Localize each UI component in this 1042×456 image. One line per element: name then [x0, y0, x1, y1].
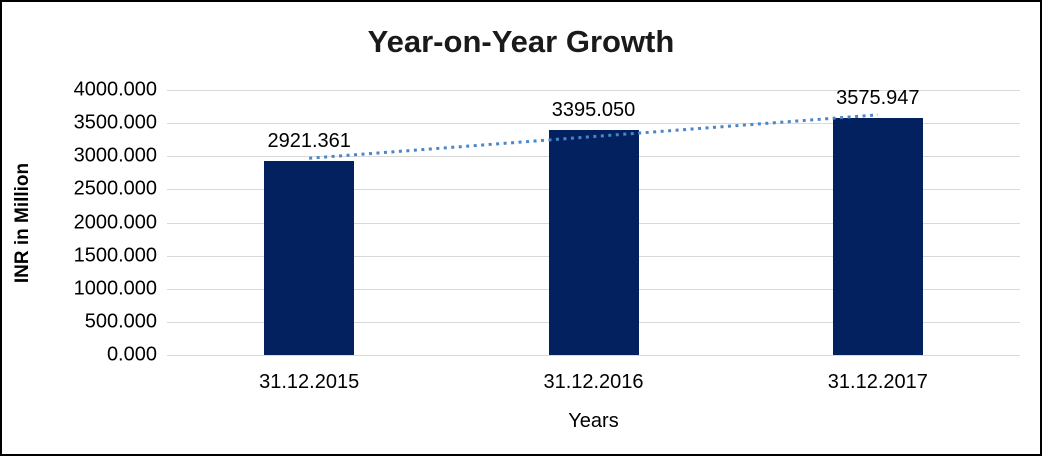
- y-tick-label: 2500.000: [73, 177, 157, 200]
- chart-title: Year-on-Year Growth: [367, 24, 675, 59]
- gridline: [167, 355, 1020, 356]
- y-tick-label: 2000.000: [73, 211, 157, 233]
- y-tick-label: 1500.000: [73, 244, 157, 267]
- x-tick-label: 31.12.2016: [543, 371, 644, 393]
- plot-area: 2921.361 3395.050 3575.947: [167, 87, 1020, 356]
- bar-31.12.2015: [264, 161, 355, 355]
- bar-31.12.2016: [548, 130, 639, 355]
- x-axis-tick-labels: 31.12.2015 31.12.2016 31.12.2017: [167, 371, 1020, 395]
- x-tick-label: 31.12.2015: [259, 371, 360, 393]
- data-label-31.12.2017: 3575.947: [836, 87, 920, 110]
- y-tick-label: 1000.000: [73, 277, 157, 300]
- y-tick-label: 0.000: [106, 343, 157, 366]
- data-label-31.12.2015: 2921.361: [267, 130, 351, 153]
- data-label-31.12.2016: 3395.050: [551, 99, 636, 122]
- bar-31.12.2017: [832, 118, 923, 355]
- x-axis-title: Years: [568, 410, 619, 432]
- y-tick-label: 3500.000: [73, 111, 157, 134]
- y-tick-label: 500.000: [84, 310, 157, 333]
- gridline: [167, 90, 1020, 91]
- y-tick-label: 4000.000: [73, 78, 157, 101]
- y-axis-tick-labels: 0.000 500.000 1000.000 1500.000 2000.000 2500…: [2, 79, 157, 366]
- y-tick-label: 3000.000: [73, 144, 157, 167]
- x-tick-label: 31.12.2017: [827, 371, 928, 393]
